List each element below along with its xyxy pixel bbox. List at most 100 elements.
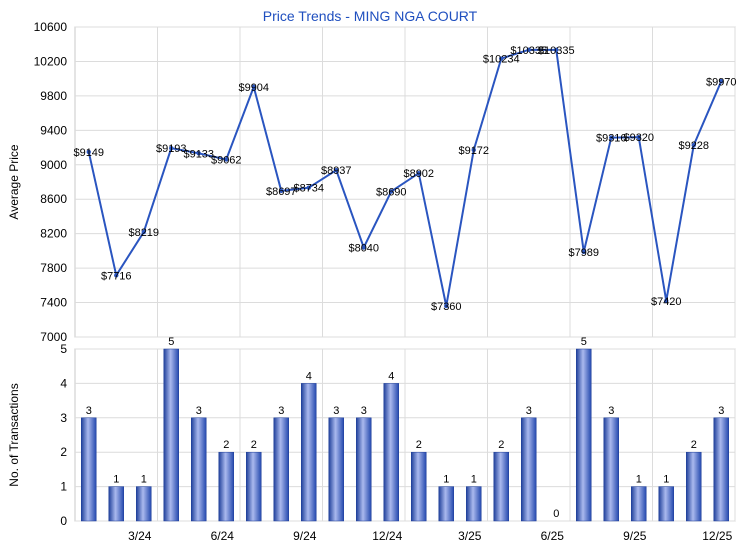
price-data-label: $10234 (483, 54, 520, 66)
x-tick-label: 3/25 (458, 529, 482, 543)
price-point (251, 84, 256, 90)
price-data-label: $9228 (678, 140, 709, 152)
y-tick-label: 10600 (34, 20, 68, 34)
chart-title: Price Trends - MING NGA COURT (263, 8, 478, 24)
transaction-bar (328, 417, 344, 522)
price-data-label: $8902 (403, 168, 434, 180)
bar-value-label: 3 (718, 405, 724, 417)
transaction-bar (466, 486, 482, 522)
price-point (169, 145, 174, 151)
x-tick-label: 9/24 (293, 529, 317, 543)
y-tick-label: 9000 (40, 158, 67, 172)
price-series-line (87, 48, 723, 307)
bar-value-label: 1 (636, 474, 642, 486)
y-tick-label: 2 (60, 445, 67, 459)
price-point (471, 147, 476, 153)
price-point (334, 168, 339, 173)
y-tick-label: 8600 (40, 192, 67, 206)
price-point (114, 273, 119, 278)
bar-value-label: 2 (223, 439, 229, 451)
price-data-label: $9904 (238, 82, 269, 94)
price-point (196, 151, 201, 156)
x-tick-label: 12/25 (702, 529, 732, 543)
y-axis-label-transactions: No. of Transactions (7, 383, 21, 486)
transaction-bar (191, 417, 207, 522)
y-tick-label: 9400 (40, 123, 67, 137)
transaction-bar (603, 417, 619, 522)
price-data-label: $8690 (376, 186, 407, 198)
x-tick-label: 3/24 (128, 529, 152, 543)
price-data-label: $10335 (510, 45, 547, 57)
transaction-bar (686, 451, 702, 522)
price-data-label: $7989 (568, 247, 599, 259)
bar-value-label: 1 (663, 474, 669, 486)
bar-value-label: 3 (86, 405, 92, 417)
bar-value-label: 5 (581, 336, 587, 348)
x-tick-label: 6/24 (211, 529, 235, 543)
price-data-label: $9133 (183, 148, 214, 160)
transaction-bar (411, 451, 427, 522)
price-point (554, 47, 559, 53)
price-data-label: $9316 (596, 133, 627, 145)
bar-value-label: 3 (196, 405, 202, 417)
price-data-label: $9149 (73, 147, 104, 159)
transaction-bar (713, 417, 729, 522)
bar-value-label: 1 (141, 474, 147, 486)
y-tick-label: 3 (60, 411, 67, 425)
bar-value-label: 3 (278, 405, 284, 417)
price-point (609, 135, 614, 140)
transaction-bar (301, 383, 317, 522)
bar-value-label: 4 (388, 370, 394, 382)
bar-value-label: 2 (498, 439, 504, 451)
bar-value-label: 3 (333, 405, 339, 417)
price-data-label: $9320 (623, 132, 654, 144)
y-tick-label: 10200 (34, 54, 68, 68)
bar-value-label: 4 (306, 370, 312, 382)
y-tick-label: 1 (60, 480, 67, 494)
y-tick-label: 5 (60, 342, 67, 356)
price-point (141, 229, 146, 235)
price-point (361, 245, 366, 250)
transaction-bar (163, 348, 179, 522)
y-tick-label: 4 (60, 376, 67, 390)
bar-value-label: 2 (691, 439, 697, 451)
bar-value-label: 1 (113, 474, 119, 486)
transaction-bar (356, 417, 372, 522)
bar-value-label: 3 (361, 405, 367, 417)
x-tick-label: 12/24 (372, 529, 402, 543)
transaction-bar (246, 451, 262, 522)
bar-value-label: 1 (471, 474, 477, 486)
price-point (444, 303, 449, 309)
bar-value-label: 2 (416, 439, 422, 451)
transaction-bar (383, 383, 399, 522)
price-point (86, 149, 91, 155)
transaction-bar (136, 486, 152, 522)
bar-value-label: 3 (526, 405, 532, 417)
transaction-bar (631, 486, 647, 522)
price-data-label: $9062 (211, 154, 242, 166)
price-point (664, 298, 669, 304)
price-point (224, 157, 229, 162)
transactions-bar-panel: 0 1 2 3 4 5 No. of Transactions 3 1 1 5 3 2 2 3 4 3 3 4 2 1 1… (7, 336, 736, 543)
price-data-label: $8219 (128, 227, 159, 239)
price-point (526, 47, 531, 53)
y-tick-label: 7800 (40, 261, 67, 275)
price-line-panel: 7000 7400 7800 8200 8600 9000 9400 9800 10200 106… (7, 20, 737, 344)
price-point (306, 185, 311, 190)
transaction-bar (81, 417, 97, 522)
y-tick-label: 8200 (40, 227, 67, 241)
y-axis-label-price: Average Price (7, 144, 21, 219)
price-point (389, 189, 394, 194)
transaction-bar (658, 486, 674, 522)
transaction-bar (273, 417, 289, 522)
price-data-label: $7360 (431, 301, 462, 313)
bar-value-label: 5 (168, 336, 174, 348)
price-data-label: $9970 (706, 76, 737, 88)
y-tick-label: 9800 (40, 89, 67, 103)
price-point (636, 135, 641, 140)
price-point (279, 188, 284, 194)
bar-value-label: 3 (608, 405, 614, 417)
price-point (499, 56, 504, 61)
